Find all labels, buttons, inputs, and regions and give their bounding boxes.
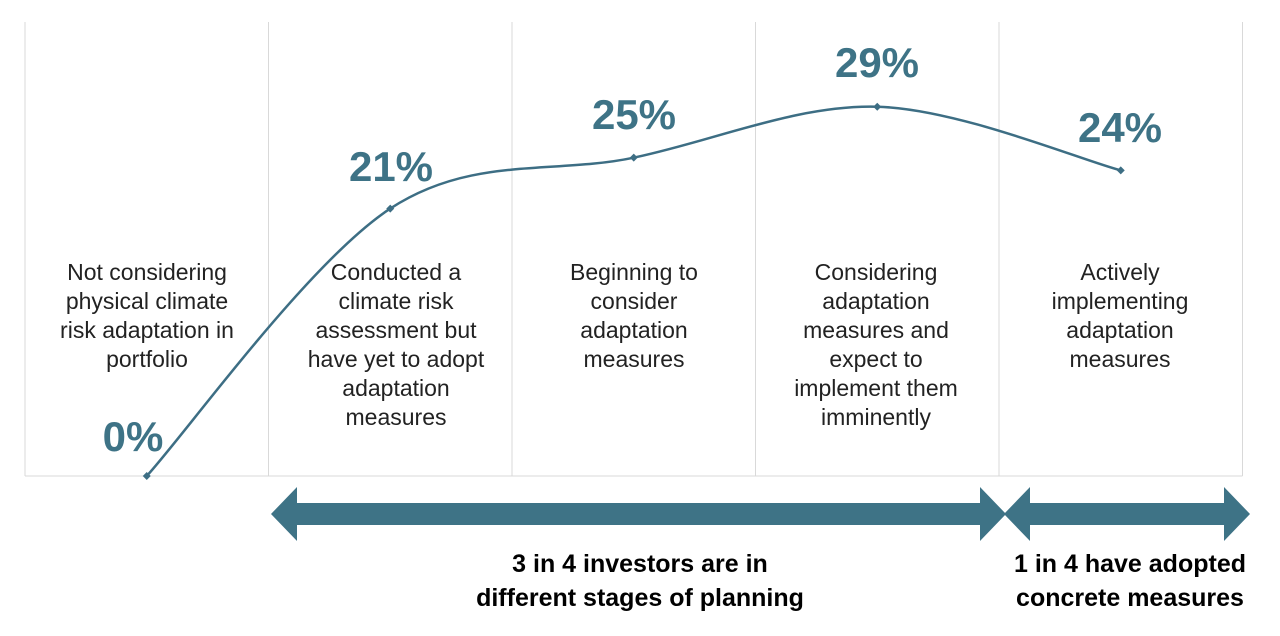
value-label-4: 24% — [1077, 104, 1163, 151]
data-point-0 — [142, 472, 151, 480]
value-label-3: 29% — [834, 39, 920, 86]
value-label-1: 21% — [348, 143, 434, 190]
adopted-arrow — [1004, 487, 1250, 541]
value-label-0: 0% — [102, 413, 164, 460]
adopted-summary-line-1: 1 in 4 have adopted — [1013, 550, 1246, 578]
planning-summary-line-1: 3 in 4 investors are in — [512, 550, 768, 578]
data-point-4 — [1116, 166, 1125, 175]
category-label-3: Considering adaptation measures and expe… — [794, 259, 958, 430]
category-label-1: Conducted a climate risk assessment but … — [307, 259, 485, 430]
series-line — [145, 105, 1122, 478]
planning-summary: 3 in 4 investors are in different stages… — [420, 547, 860, 615]
data-point-1 — [386, 204, 395, 213]
planning-summary-line-2: different stages of planning — [476, 584, 804, 612]
data-point-2 — [629, 153, 638, 162]
adopted-summary-line-2: concrete measures — [1016, 584, 1244, 612]
data-point-3 — [873, 102, 882, 111]
value-label-2: 25% — [591, 91, 677, 138]
adopted-summary: 1 in 4 have adopted concrete measures — [985, 547, 1275, 615]
category-label-2: Beginning to consider adaptation measure… — [570, 259, 698, 372]
category-label-0: Not considering physical climate risk ad… — [60, 259, 234, 372]
category-label-4: Actively implementing adaptation measure… — [1051, 259, 1189, 372]
planning-arrow — [271, 487, 1006, 541]
